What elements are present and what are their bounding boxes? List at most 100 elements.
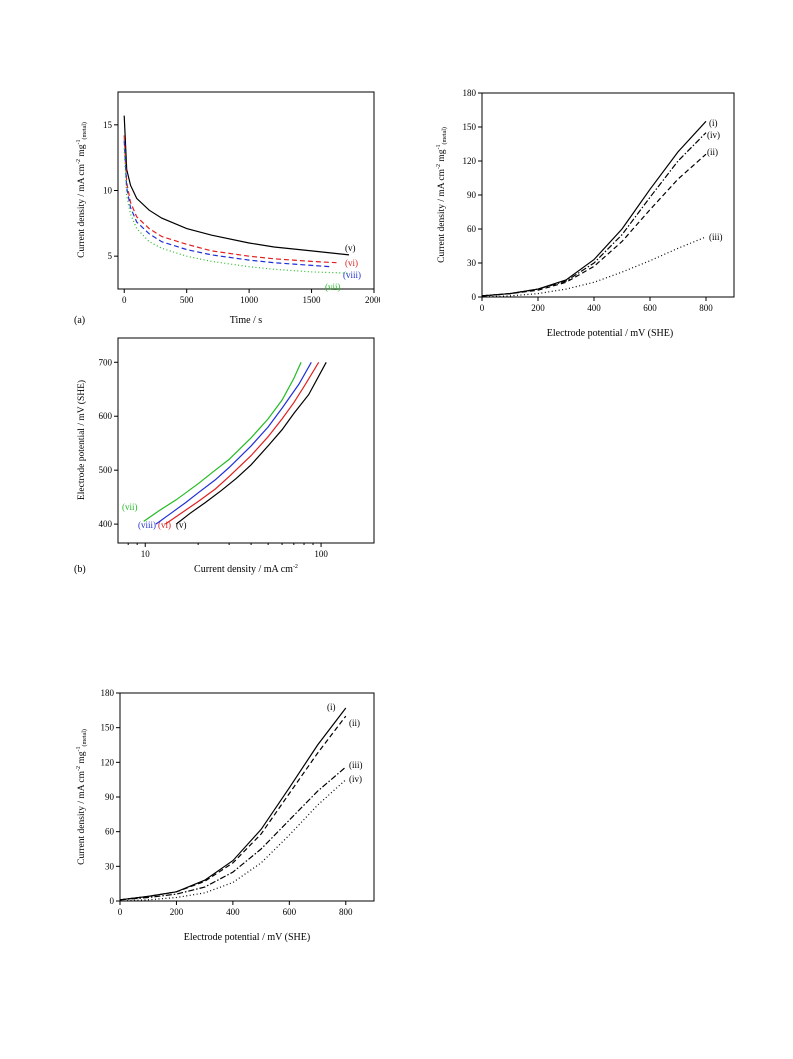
series-line xyxy=(481,153,707,297)
series-line xyxy=(119,715,347,901)
series-line xyxy=(119,766,347,901)
series-label-ii: (ii) xyxy=(349,718,360,728)
series-line xyxy=(119,707,347,901)
chart-b-series xyxy=(143,361,327,525)
chart-b-panel-label: (b) xyxy=(74,564,86,575)
series-label-iv: (iv) xyxy=(707,130,720,140)
y-tick-label: 700 xyxy=(99,357,113,367)
y-tick-label: 10 xyxy=(103,186,113,196)
y-tick-label: 120 xyxy=(463,156,477,166)
chart-c-series xyxy=(481,120,707,298)
chart-d-series-labels: (i) (ii) (iii) (iv) xyxy=(327,702,363,784)
x-tick-label: 0 xyxy=(122,295,127,305)
chart-d-frame xyxy=(119,692,375,902)
y-tick-label: 30 xyxy=(105,861,115,871)
x-tick-label: 1500 xyxy=(303,295,322,305)
y-tick-label: 5 xyxy=(108,251,113,261)
chart-b-series-labels: (vii) (viii) (vi) (v) xyxy=(122,502,187,530)
chart-c-series-labels: (i) (iv) (ii) (iii) xyxy=(707,118,723,242)
chart-b-ticks: 10 100 400 500 600 700 xyxy=(99,357,329,559)
chart-b-frame xyxy=(117,337,375,544)
series-label-ii: (ii) xyxy=(707,147,718,157)
chart-a-series xyxy=(123,115,350,274)
series-line xyxy=(164,361,320,525)
y-tick-label: 400 xyxy=(99,519,113,529)
chart-a-xlabel: Time / s xyxy=(230,315,263,326)
series-label-vi: (vi) xyxy=(345,258,358,268)
series-line xyxy=(481,132,707,297)
chart-d-series xyxy=(119,707,347,902)
chart-c-frame xyxy=(481,92,735,298)
y-tick-label: 180 xyxy=(463,88,477,98)
series-line xyxy=(119,779,347,902)
chart-d-ticks: 0 200 400 600 800 0 30 60 90 120 150 180 xyxy=(101,688,354,917)
y-tick-label: 0 xyxy=(110,896,115,906)
y-tick-label: 90 xyxy=(105,792,115,802)
y-tick-label: 600 xyxy=(99,411,113,421)
chart-c-xlabel: Electrode potential / mV (SHE) xyxy=(547,328,673,339)
chart-c-ylabel: Current density / mA cm-2 mg-1(metal) xyxy=(436,127,448,263)
x-tick-label: 1000 xyxy=(240,295,259,305)
x-tick-label: 100 xyxy=(314,549,328,559)
y-tick-label: 15 xyxy=(103,120,113,130)
x-tick-label: 600 xyxy=(643,303,657,313)
x-tick-label: 800 xyxy=(339,907,353,917)
y-tick-label: 90 xyxy=(467,190,477,200)
y-tick-label: 0 xyxy=(472,292,477,302)
series-label-iv: (iv) xyxy=(349,774,362,784)
x-tick-label: 0 xyxy=(480,303,485,313)
chart-a-series-labels: (v) (vi) (viii) (vii) xyxy=(325,243,361,292)
x-tick-label: 2000 xyxy=(365,295,380,305)
y-tick-label: 120 xyxy=(101,757,115,767)
series-line xyxy=(143,362,302,522)
series-label-iii: (iii) xyxy=(349,760,363,770)
chart-b: 10 100 400 500 600 700 Current density / mA c… xyxy=(74,337,375,575)
chart-d: 0 200 400 600 800 0 30 60 90 120 150 180 Electrode … xyxy=(76,688,375,943)
x-tick-label: 400 xyxy=(587,303,601,313)
chart-a-panel-label: (a) xyxy=(74,315,85,326)
series-label-vii: (vii) xyxy=(122,502,138,512)
series-label-vii: (vii) xyxy=(325,282,341,292)
series-label-viii: (viii) xyxy=(138,520,156,530)
y-tick-label: 30 xyxy=(467,258,477,268)
series-line xyxy=(123,115,350,256)
y-tick-label: 60 xyxy=(467,224,477,234)
x-tick-label: 10 xyxy=(141,549,151,559)
chart-c-ticks: 0 200 400 600 800 0 30 60 90 120 150 180 xyxy=(463,88,714,313)
series-line xyxy=(155,362,312,525)
series-line xyxy=(123,148,350,274)
chart-d-xlabel: Electrode potential / mV (SHE) xyxy=(184,932,310,943)
series-label-v: (v) xyxy=(345,243,356,253)
series-line xyxy=(481,120,707,297)
series-line xyxy=(123,140,331,268)
chart-a-frame xyxy=(117,91,375,290)
chart-b-ylabel: Electrode potential / mV (SHE) xyxy=(76,380,87,500)
x-tick-label: 200 xyxy=(170,907,184,917)
chart-d-ylabel: Current density / mA cm-2 mg-1(metal) xyxy=(76,729,88,865)
x-tick-label: 500 xyxy=(180,295,194,305)
x-tick-label: 400 xyxy=(226,907,240,917)
y-tick-label: 150 xyxy=(463,122,477,132)
series-line xyxy=(175,362,327,525)
chart-a: 0 500 1000 1500 2000 5 10 15 Time / s Current d… xyxy=(74,91,380,326)
series-line xyxy=(481,236,707,298)
x-tick-label: 800 xyxy=(699,303,713,313)
y-tick-label: 500 xyxy=(99,465,113,475)
x-tick-label: 600 xyxy=(283,907,297,917)
series-label-viii: (viii) xyxy=(343,270,361,280)
series-label-i: (i) xyxy=(709,118,718,128)
series-label-vi: (vi) xyxy=(158,520,171,530)
chart-a-ticks: 0 500 1000 1500 2000 5 10 15 xyxy=(103,120,380,305)
chart-b-xlabel: Current density / mA cm-2 xyxy=(194,564,298,575)
series-label-i: (i) xyxy=(327,702,336,712)
y-tick-label: 150 xyxy=(101,723,115,733)
chart-c: 0 200 400 600 800 0 30 60 90 120 150 180 Electrode … xyxy=(436,88,735,339)
x-tick-label: 0 xyxy=(118,907,123,917)
series-label-iii: (iii) xyxy=(709,232,723,242)
chart-a-ylabel: Current density / mA cm-2 mg-1(metal) xyxy=(76,122,88,258)
series-label-v: (v) xyxy=(176,520,187,530)
series-line xyxy=(123,135,337,264)
y-tick-label: 60 xyxy=(105,827,115,837)
y-tick-label: 180 xyxy=(101,688,115,698)
x-tick-label: 200 xyxy=(531,303,545,313)
